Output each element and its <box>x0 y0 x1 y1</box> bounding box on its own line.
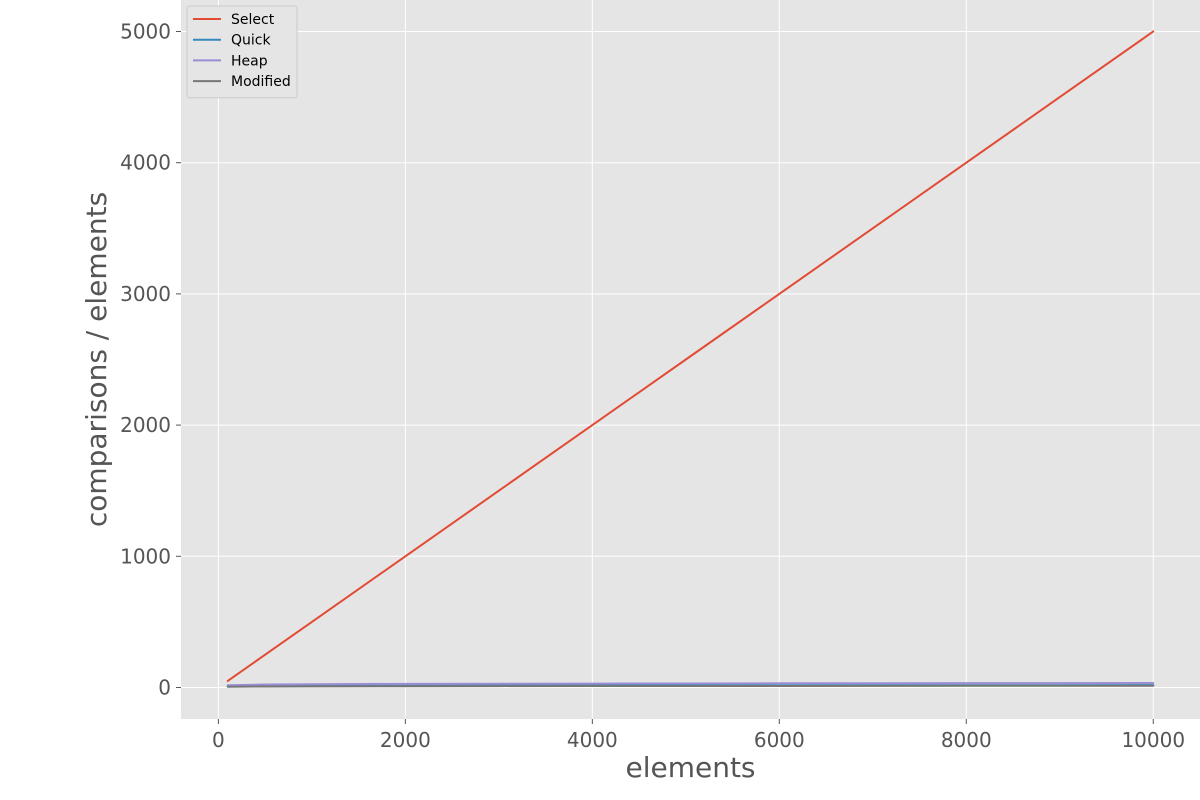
y-tick-label: 0 <box>158 676 171 700</box>
legend-label: Modified <box>231 74 291 90</box>
x-axis-label: elements <box>625 751 755 784</box>
series-line-select <box>226 30 1155 682</box>
y-tick-label: 2000 <box>120 413 171 437</box>
y-tick-label: 4000 <box>120 151 171 175</box>
y-tick-label: 5000 <box>120 19 171 43</box>
legend-label: Select <box>231 12 275 28</box>
y-axis-ticks: 0 1000 2000 3000 4000 5000 <box>120 19 181 700</box>
x-tick-label: 0 <box>212 728 225 752</box>
plot-area <box>181 0 1200 719</box>
y-axis-label: comparisons / elements <box>80 192 113 527</box>
series-line-modified <box>226 684 1155 688</box>
legend-box <box>186 5 298 99</box>
grid-lines <box>181 0 1200 719</box>
y-tick-label: 3000 <box>120 282 171 306</box>
y-tick-label: 1000 <box>120 544 171 568</box>
x-tick-label: 4000 <box>567 728 618 752</box>
legend-label: Quick <box>231 33 271 49</box>
series-line-heap <box>226 682 1155 687</box>
x-tick-label: 6000 <box>754 728 805 752</box>
legend-label: Heap <box>231 53 268 69</box>
x-axis-ticks: 0 2000 4000 6000 8000 10000 <box>212 719 1185 752</box>
x-tick-label: 10000 <box>1121 728 1185 752</box>
series-layer <box>226 30 1155 688</box>
legend: Select Quick Heap Modified <box>186 5 298 99</box>
x-tick-label: 8000 <box>941 728 992 752</box>
x-tick-label: 2000 <box>380 728 431 752</box>
